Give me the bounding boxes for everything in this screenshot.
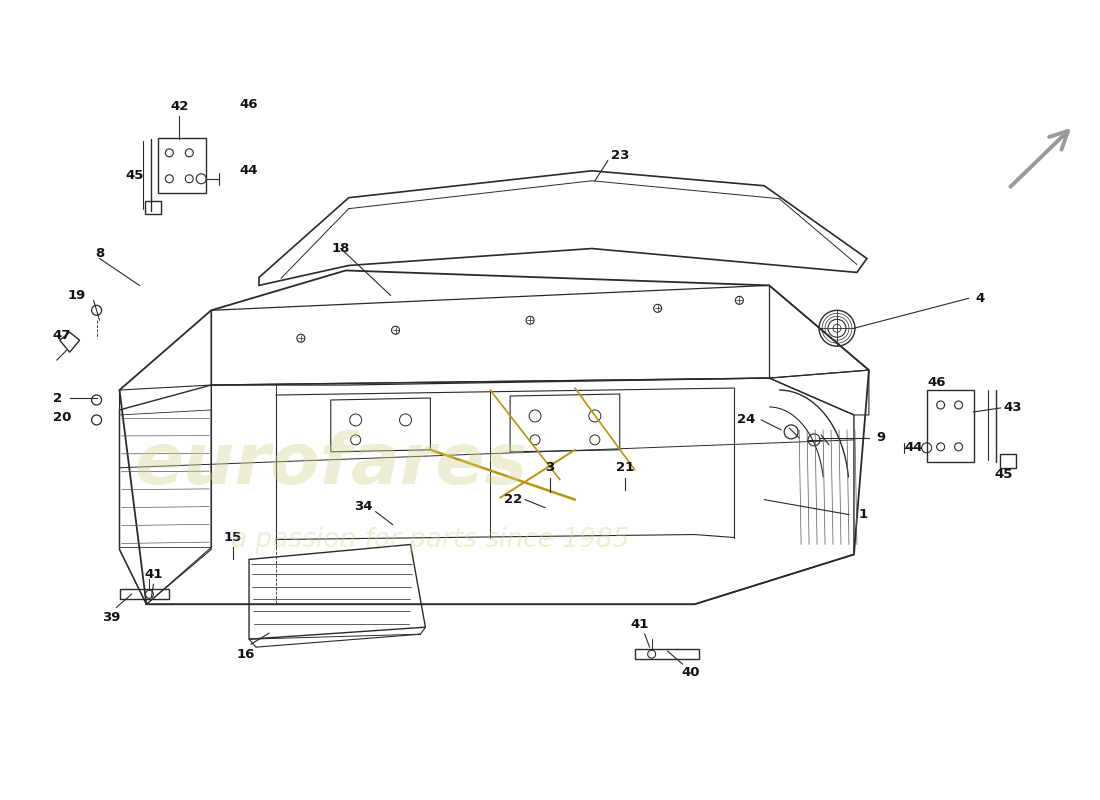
Text: 9: 9 bbox=[877, 431, 886, 444]
Text: 40: 40 bbox=[681, 666, 700, 678]
Text: 3: 3 bbox=[546, 462, 554, 474]
Text: 21: 21 bbox=[616, 462, 634, 474]
Text: 4: 4 bbox=[976, 292, 986, 305]
Text: 46: 46 bbox=[927, 375, 946, 389]
Text: 15: 15 bbox=[224, 531, 242, 544]
Text: 23: 23 bbox=[610, 150, 629, 162]
Text: 45: 45 bbox=[994, 468, 1013, 482]
Text: 2: 2 bbox=[53, 391, 63, 405]
Text: 39: 39 bbox=[102, 610, 121, 624]
Text: 44: 44 bbox=[904, 442, 923, 454]
Text: 46: 46 bbox=[240, 98, 258, 110]
Text: 43: 43 bbox=[1003, 402, 1022, 414]
Text: 20: 20 bbox=[53, 411, 70, 425]
Text: eurofares: eurofares bbox=[134, 430, 528, 499]
Text: 16: 16 bbox=[236, 648, 255, 661]
Text: 45: 45 bbox=[125, 170, 144, 182]
Text: 34: 34 bbox=[354, 500, 373, 513]
Text: 44: 44 bbox=[240, 164, 258, 178]
Text: 8: 8 bbox=[95, 247, 104, 260]
Text: 42: 42 bbox=[170, 99, 188, 113]
Text: 18: 18 bbox=[331, 242, 350, 255]
Text: 41: 41 bbox=[630, 618, 649, 630]
Text: 24: 24 bbox=[737, 414, 756, 426]
Text: 22: 22 bbox=[504, 493, 522, 506]
Text: 47: 47 bbox=[53, 329, 70, 342]
Text: 1: 1 bbox=[858, 508, 868, 521]
Text: 41: 41 bbox=[144, 568, 163, 581]
Text: a passion for parts since 1985: a passion for parts since 1985 bbox=[231, 526, 629, 553]
Text: 19: 19 bbox=[67, 289, 86, 302]
